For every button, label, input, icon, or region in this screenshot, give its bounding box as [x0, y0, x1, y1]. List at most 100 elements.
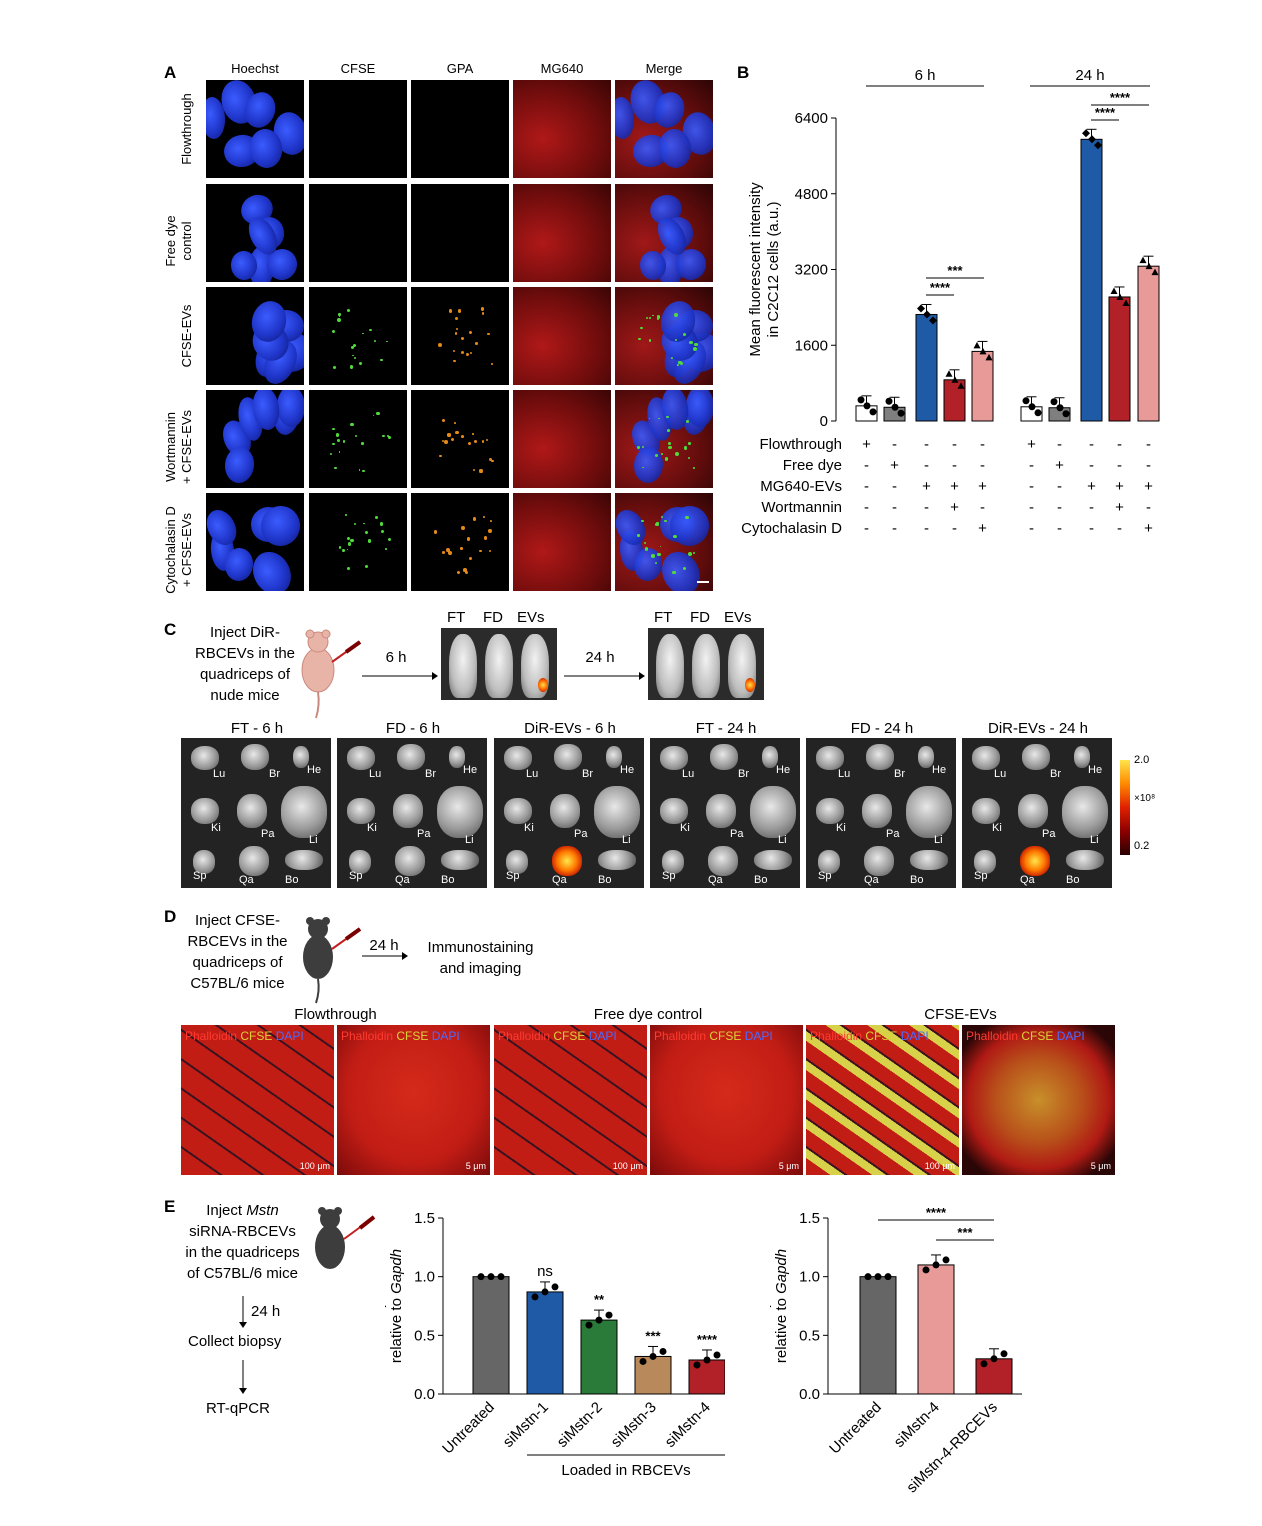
- puncta: [350, 538, 354, 543]
- organ: [816, 746, 844, 770]
- organ-label: He: [1088, 764, 1103, 776]
- organ-label: Sp: [349, 870, 363, 882]
- puncta: [380, 358, 383, 362]
- inject-line: Inject DiR-: [209, 624, 280, 641]
- group-label: 6 h: [915, 67, 936, 84]
- organ: [285, 850, 323, 870]
- puncta: [461, 525, 465, 530]
- condition-sign: -: [1146, 457, 1151, 474]
- puncta: [683, 446, 687, 450]
- y-axis-label: Mean fluorescent intensity: [747, 182, 764, 357]
- y-tick-label: 6400: [795, 110, 828, 127]
- puncta: [467, 441, 471, 445]
- organ: [660, 746, 688, 770]
- micrograph-tile: [411, 184, 509, 282]
- puncta: [682, 567, 686, 571]
- organ-label: Lu: [213, 768, 226, 780]
- puncta: [337, 318, 342, 323]
- puncta: [675, 338, 678, 341]
- organ-label: Br: [425, 768, 436, 780]
- condition-sign: -: [892, 478, 897, 495]
- row-label-line: CFSE-EVs: [179, 304, 194, 368]
- organ-panel-title: DiR-EVs - 24 h: [987, 720, 1089, 737]
- muscle-section: Phalloidin CFSE DAPI 100 μm: [181, 1025, 334, 1175]
- condition-sign: -: [864, 478, 869, 495]
- puncta: [336, 433, 340, 437]
- bar: [971, 350, 994, 422]
- organ-label: Lu: [682, 768, 695, 780]
- organ-label: Qa: [239, 874, 254, 886]
- puncta: [656, 317, 660, 321]
- puncta: [483, 536, 488, 540]
- stain-legend: Phalloidin CFSE DAPI: [341, 1029, 460, 1043]
- puncta: [467, 537, 471, 541]
- puncta: [659, 545, 662, 548]
- organ: [293, 746, 309, 768]
- organ: [552, 846, 582, 876]
- condition-sign: -: [924, 520, 929, 537]
- micrograph-tile: [615, 493, 713, 591]
- y-axis-label-gene: Mstn: [385, 1328, 387, 1361]
- puncta: [468, 556, 472, 561]
- puncta: [374, 516, 378, 520]
- condition-sign: +: [1144, 478, 1153, 495]
- data-point: [1028, 403, 1036, 411]
- y-axis-label-text: expression: [385, 1251, 387, 1328]
- puncta: [480, 307, 485, 311]
- organ: [598, 850, 636, 870]
- organ-label: Bo: [441, 874, 455, 886]
- micrograph-tile: [309, 184, 407, 282]
- organ-label: Br: [894, 768, 905, 780]
- condition-sign: -: [1057, 436, 1062, 453]
- scale-label: 5 μm: [1090, 1161, 1111, 1171]
- organ-label: Li: [1090, 834, 1099, 846]
- y-tick-label: 1.0: [799, 1269, 820, 1286]
- puncta: [453, 421, 456, 424]
- data-point: [1110, 287, 1118, 294]
- organ: [594, 786, 640, 838]
- micrograph-tile: [513, 80, 611, 178]
- organ-label: He: [776, 764, 791, 776]
- puncta: [649, 317, 651, 319]
- x-tick-label: siMstn-3: [608, 1399, 660, 1451]
- puncta: [447, 433, 451, 437]
- data-point: [1000, 1350, 1008, 1358]
- data-point: [1062, 410, 1070, 418]
- condition-sign: -: [892, 436, 897, 453]
- puncta: [363, 522, 366, 525]
- puncta: [660, 453, 663, 455]
- nucleus: [685, 390, 713, 428]
- condition-sign: -: [1089, 520, 1094, 537]
- puncta: [655, 561, 658, 564]
- colorbar-min: 0.2: [1134, 840, 1150, 852]
- micrograph-tile: [309, 287, 407, 385]
- puncta: [362, 332, 364, 335]
- organ-label: Qa: [708, 874, 723, 886]
- y-tick-label: 0.0: [414, 1386, 435, 1403]
- significance-label: ****: [926, 1205, 947, 1220]
- data-point: [595, 1316, 603, 1324]
- y-axis-label: Mstn expression: [770, 1251, 772, 1360]
- inject-line: quadriceps of: [192, 954, 283, 971]
- inject-line: RBCEVs in the: [194, 645, 296, 662]
- organ: [347, 798, 375, 824]
- data-point: [874, 1273, 882, 1281]
- stain-cfse: CFSE: [237, 1029, 273, 1043]
- condition-sign: +: [1144, 520, 1153, 537]
- y-tick-label: 1.0: [414, 1269, 435, 1286]
- puncta: [365, 531, 369, 535]
- y-tick-label: 0.5: [414, 1327, 435, 1344]
- puncta: [380, 529, 384, 533]
- condition-sign: -: [1029, 478, 1034, 495]
- x-tick-label: siMstn-2: [554, 1399, 606, 1451]
- puncta: [472, 469, 475, 472]
- organ: [706, 794, 736, 828]
- organ-label: Sp: [974, 870, 988, 882]
- group-title: Free dye control: [593, 1006, 703, 1023]
- condition-sign: +: [862, 436, 871, 453]
- panel-c-letter: C: [164, 620, 177, 639]
- panel-b-bar-chart: 6400 4800 3200 1600 0 Mean fluorescent intens…: [741, 67, 1160, 537]
- puncta: [460, 350, 465, 355]
- puncta: [482, 312, 485, 315]
- stain-cfse: CFSE: [550, 1029, 586, 1043]
